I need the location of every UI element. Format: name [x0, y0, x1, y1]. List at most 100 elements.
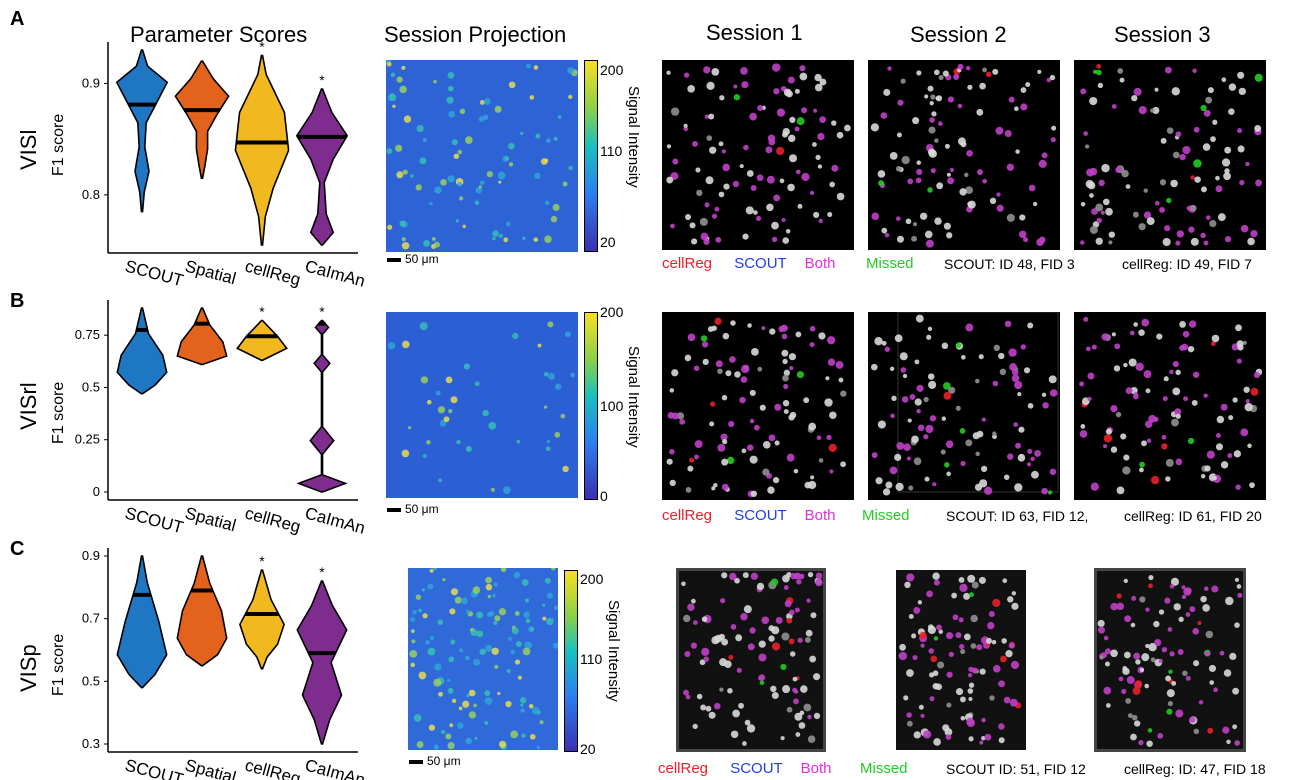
projection-cell: [535, 133, 541, 139]
cell-marker: [916, 160, 922, 165]
projection-cell: [438, 691, 443, 697]
projection-cell: [478, 185, 482, 189]
cell-marker: [1169, 369, 1174, 375]
cell-marker: [1213, 687, 1218, 693]
cell-marker: [799, 72, 808, 81]
cell-marker: [836, 192, 845, 201]
cell-marker: [1164, 597, 1171, 604]
legend-row-c: cellReg SCOUT Both: [658, 760, 831, 777]
cell-marker: [1146, 217, 1155, 226]
cell-marker: [1041, 487, 1048, 495]
cell-marker: [1083, 131, 1089, 136]
cell-marker: [871, 363, 878, 371]
cell-marker: [1209, 219, 1217, 228]
cell-marker: [1164, 225, 1171, 232]
cell-marker: [692, 723, 698, 730]
cell-marker: [1027, 462, 1032, 467]
cell-marker: [1232, 724, 1238, 730]
cell-marker: [1224, 236, 1232, 243]
cell-marker: [808, 422, 817, 431]
projection-cell: [418, 671, 427, 680]
cell-marker: [992, 431, 997, 436]
cell-marker: [709, 401, 716, 407]
cell-marker: [687, 603, 695, 611]
cell-marker: [1003, 696, 1011, 704]
cell-marker: [1049, 389, 1058, 397]
cell-marker: [1089, 96, 1098, 106]
cell-marker: [924, 94, 929, 99]
projection-cell: [418, 608, 423, 613]
cell-marker: [896, 216, 901, 221]
cell-marker: [803, 397, 810, 404]
projection-cell: [445, 376, 453, 384]
cell-marker: [827, 358, 836, 366]
cell-marker: [699, 659, 706, 666]
cell-marker: [1008, 96, 1015, 103]
caption-scout-a: SCOUT: ID 48, FID 3: [944, 256, 1075, 272]
cell-marker: [924, 476, 930, 482]
projection-cell: [506, 669, 511, 674]
cell-marker: [952, 614, 959, 621]
projection-cell: [507, 636, 512, 641]
cell-marker: [926, 590, 934, 598]
cell-marker: [930, 655, 938, 663]
cell-marker: [819, 78, 827, 86]
cell-marker: [1148, 583, 1153, 589]
cell-marker: [1249, 482, 1255, 489]
cell-marker: [1114, 343, 1121, 350]
cell-marker: [669, 388, 675, 393]
cell-marker: [789, 651, 796, 657]
cell-marker: [774, 403, 782, 411]
cell-marker: [1244, 402, 1253, 412]
cell-marker: [711, 325, 717, 331]
cell-marker: [767, 486, 775, 494]
cell-marker: [884, 232, 890, 238]
projection-cell: [433, 678, 442, 687]
cell-marker: [715, 360, 723, 368]
cell-marker: [666, 458, 673, 465]
cell-marker: [706, 135, 713, 141]
cell-marker: [1167, 700, 1173, 707]
cell-marker: [749, 627, 756, 634]
cell-marker: [762, 441, 771, 449]
cell-marker: [1182, 670, 1188, 677]
cell-marker: [1182, 330, 1190, 338]
projection-cell: [408, 426, 412, 430]
projection-cell: [465, 737, 473, 745]
cell-marker: [1253, 371, 1261, 379]
cell-marker: [1223, 172, 1231, 181]
cell-marker: [798, 722, 806, 729]
cell-marker: [940, 449, 946, 455]
region-label-b: VISrl: [16, 382, 41, 430]
cell-marker: [996, 204, 1004, 212]
cell-marker: [693, 365, 700, 372]
cell-marker: [1131, 94, 1138, 102]
cell-marker: [782, 358, 788, 365]
projection-cell: [555, 383, 562, 390]
cell-marker: [946, 172, 951, 177]
cell-marker: [1175, 369, 1181, 376]
cell-marker: [1141, 440, 1147, 447]
cell-marker: [959, 428, 966, 434]
session-image-b-3: [1074, 312, 1266, 500]
projection-cell: [514, 610, 520, 616]
legend-cellreg: cellReg: [662, 255, 713, 272]
cell-marker: [1220, 403, 1228, 411]
projection-cell: [422, 454, 427, 458]
cell-marker: [666, 70, 671, 75]
scale-bar-label-b: 50 μm: [405, 502, 439, 516]
cell-marker: [1080, 88, 1087, 95]
scale-bar-label-a: 50 μm: [405, 252, 439, 266]
cell-marker: [786, 453, 795, 462]
cell-marker: [768, 625, 775, 632]
cell-marker: [1116, 602, 1125, 611]
cell-marker: [1122, 466, 1131, 475]
projection-cell: [410, 662, 415, 668]
cell-marker: [930, 168, 936, 174]
cell-marker: [1096, 64, 1101, 69]
cell-marker: [771, 221, 779, 230]
cell-marker: [1161, 646, 1168, 653]
cell-marker: [907, 418, 912, 423]
cell-marker: [1200, 186, 1207, 193]
cell-marker: [721, 458, 729, 466]
